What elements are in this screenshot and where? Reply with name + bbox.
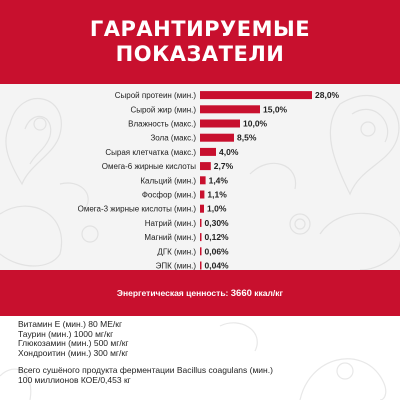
category-label: Магний (мин.) — [144, 233, 196, 242]
value-label: 0,04% — [205, 261, 230, 271]
energy-unit: ккал/кг — [254, 288, 284, 298]
chart-area: Сырой протеин (мин.) 28,0% Сырой жир (мин.… — [0, 84, 400, 270]
bar — [200, 147, 216, 156]
category-label: Сырой протеин (мин.) — [115, 91, 197, 100]
value-label: 10,0% — [243, 119, 268, 129]
probiotic-info: Всего сушёного продукта ферментации Baci… — [18, 365, 273, 385]
bar — [200, 218, 202, 227]
category-label: Сырой жир (мин.) — [130, 105, 196, 114]
bar — [200, 105, 260, 114]
value-label: 1,4% — [209, 175, 229, 185]
value-label: 28,0% — [315, 90, 340, 100]
value-label: 15,0% — [263, 104, 288, 114]
bar — [200, 261, 202, 270]
category-label: Натрий (мин.) — [145, 219, 197, 228]
probiotic-line1: Всего сушёного продукта ферментации Baci… — [18, 365, 273, 375]
bottom-section: Витамин E (мин.) 80 МЕ/кг Таурин (мин.) … — [0, 316, 400, 400]
value-label: 1,1% — [207, 190, 227, 200]
category-label: Кальций (мин.) — [140, 176, 196, 185]
bar — [200, 162, 211, 171]
nutrient-item: Таурин (мин.) 1000 мг/кг — [18, 328, 114, 339]
header-banner: ГАРАНТИРУЕМЫЕ ПОКАЗАТЕЛИ — [0, 0, 400, 84]
category-label: Омега-6 жирные кислоты — [102, 162, 196, 171]
nutrients-list: Витамин E (мин.) 80 МЕ/кг Таурин (мин.) … — [18, 319, 129, 358]
category-label: ЭПК (мин.) — [156, 262, 197, 271]
energy-value: 3660 — [230, 287, 252, 299]
value-label: 2,7% — [214, 161, 234, 171]
value-label: 8,5% — [237, 133, 257, 143]
bar — [200, 91, 312, 100]
bar — [200, 119, 240, 128]
value-label: 0,12% — [205, 232, 230, 242]
energy-band: Энергетическая ценность: 3660 ккал/кг — [0, 270, 400, 316]
category-label: Фосфор (мин.) — [142, 191, 197, 200]
value-label: 4,0% — [219, 147, 239, 157]
value-label: 0,06% — [205, 246, 230, 256]
category-label: Сырая клетчатка (макс.) — [105, 148, 196, 157]
bar — [200, 176, 206, 185]
category-label: Омега-3 жирные кислоты (мин.) — [78, 205, 197, 214]
bar — [200, 247, 202, 256]
bar-chart: Сырой протеин (мин.) 28,0% Сырой жир (мин.… — [78, 90, 340, 271]
nutrient-item: Хондроитин (мин.) 300 мг/кг — [18, 347, 129, 358]
bar — [200, 133, 234, 142]
header-title-line1: ГАРАНТИРУЕМЫЕ — [89, 17, 311, 41]
bar — [200, 204, 204, 213]
bar — [200, 233, 202, 242]
category-label: ДГК (мин.) — [157, 247, 196, 256]
header-title-line2: ПОКАЗАТЕЛИ — [115, 42, 285, 66]
paisley-background-bottom — [0, 322, 387, 400]
nutrient-item: Глюкозамин (мин.) 500 мг/кг — [18, 338, 129, 348]
value-label: 0,30% — [205, 218, 230, 228]
probiotic-line2: 100 миллионов КОЕ/0,453 кг — [18, 374, 131, 385]
category-label: Зола (макс.) — [150, 134, 196, 143]
energy-label: Энергетическая ценность: — [116, 288, 229, 298]
category-label: Влажность (макс.) — [128, 120, 196, 129]
value-label: 1,0% — [207, 204, 227, 214]
paisley-background — [0, 94, 400, 270]
nutrient-item: Витамин E (мин.) 80 МЕ/кг — [18, 319, 123, 329]
bar — [200, 190, 205, 199]
